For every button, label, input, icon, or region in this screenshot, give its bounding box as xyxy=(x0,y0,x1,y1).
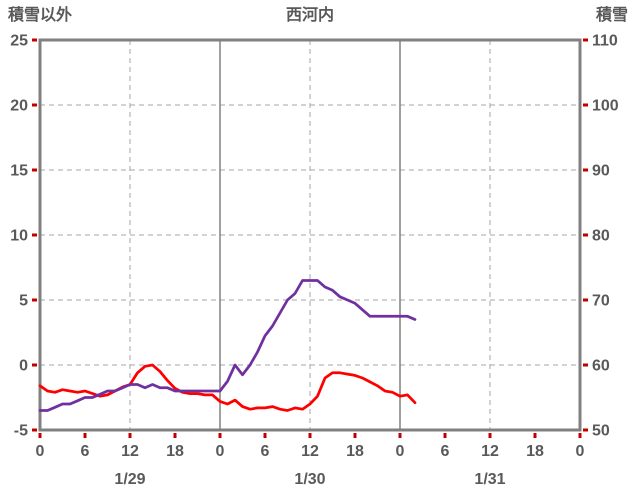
x-axis-date-labels: 1/29 1/30 1/31 xyxy=(114,471,505,488)
y-axis-right-label: 80 xyxy=(592,228,610,245)
x-axis-date-label: 1/30 xyxy=(294,471,325,488)
y-axis-right-label: 100 xyxy=(592,98,619,115)
y-axis-left-label: 5 xyxy=(19,293,28,310)
x-axis-hour-label: 0 xyxy=(396,443,405,460)
x-axis-hour-label: 18 xyxy=(526,443,544,460)
left-axis-title: 積雪以外 xyxy=(8,7,73,24)
y-axis-right-label: 70 xyxy=(592,293,610,310)
y-axis-left-label: 10 xyxy=(10,228,28,245)
chart-title: 西河内 xyxy=(285,7,334,24)
x-axis-hour-label: 18 xyxy=(166,443,184,460)
x-axis-hour-label: 0 xyxy=(216,443,225,460)
right-axis-title: 積雪 xyxy=(595,7,628,24)
y-axis-left-label: 25 xyxy=(10,33,28,50)
y-axis-left-label: 0 xyxy=(19,358,28,375)
y-axis-left-label: 20 xyxy=(10,98,28,115)
y-axis-left-labels: 25 20 15 10 5 0 -5 xyxy=(10,33,28,440)
x-axis-hour-label: 12 xyxy=(121,443,139,460)
y-axis-right-label: 50 xyxy=(592,423,610,440)
x-axis-hour-label: 12 xyxy=(301,443,319,460)
gridlines xyxy=(40,40,580,430)
x-axis-date-label: 1/29 xyxy=(114,471,145,488)
y-axis-left-label: 15 xyxy=(10,163,28,180)
y-axis-left-label: -5 xyxy=(14,423,28,440)
y-axis-right-label: 90 xyxy=(592,163,610,180)
x-axis-hour-label: 0 xyxy=(576,443,585,460)
x-axis-hour-label: 6 xyxy=(441,443,450,460)
y-axis-right-labels: 110 100 90 80 70 60 50 xyxy=(592,33,619,440)
x-axis-hour-label: 12 xyxy=(481,443,499,460)
series-lines xyxy=(38,279,417,412)
plot-frame xyxy=(38,38,582,432)
x-axis-labels: 0 6 12 18 0 6 12 18 0 6 12 18 0 xyxy=(36,443,585,460)
y-axis-right-label: 60 xyxy=(592,358,610,375)
x-axis-hour-label: 0 xyxy=(36,443,45,460)
axis-tick-marks xyxy=(32,38,588,438)
x-axis-hour-label: 6 xyxy=(81,443,90,460)
y-axis-right-label: 110 xyxy=(592,33,618,50)
x-axis-date-label: 1/31 xyxy=(474,471,505,488)
x-axis-hour-label: 6 xyxy=(261,443,270,460)
plot-border xyxy=(38,38,582,432)
x-axis-hour-label: 18 xyxy=(346,443,364,460)
series-line-right xyxy=(38,279,417,412)
series-line-left xyxy=(38,363,417,412)
